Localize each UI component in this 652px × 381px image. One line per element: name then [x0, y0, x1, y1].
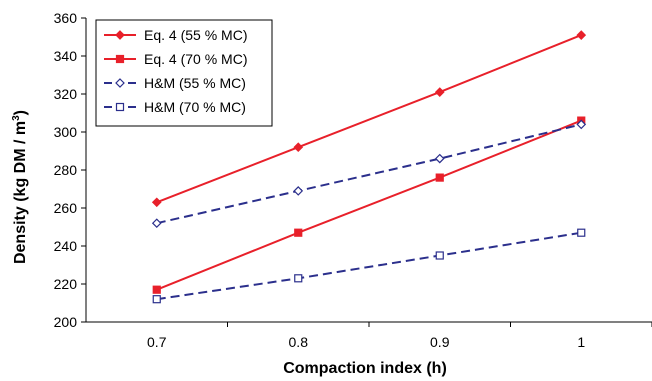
y-axis-title-sup: 3	[11, 115, 22, 121]
series-4	[152, 228, 586, 304]
y-tick-label: 300	[54, 124, 78, 140]
square-marker	[115, 102, 125, 112]
square-marker	[435, 173, 444, 182]
square-marker	[152, 295, 161, 304]
square-marker	[577, 228, 586, 237]
y-tick-label: 280	[54, 162, 78, 178]
series-3	[151, 119, 587, 229]
diamond-marker	[151, 218, 162, 229]
diamond-marker	[434, 87, 445, 97]
x-axis-title: Compaction index (h)	[283, 360, 447, 377]
series-layer	[151, 30, 587, 304]
square-marker	[294, 274, 303, 283]
series-line	[156, 123, 582, 225]
diamond-marker	[576, 30, 587, 40]
series-line	[156, 34, 582, 204]
y-axis-title: Density (kg DM / m3)	[11, 110, 29, 264]
diamond-marker	[293, 142, 304, 153]
diamond-marker	[434, 153, 445, 164]
square-marker	[152, 285, 161, 294]
y-tick-label: 200	[54, 314, 78, 330]
x-tick-label: 0.7	[147, 334, 167, 350]
square-marker	[115, 54, 125, 64]
x-tick-label: 1	[577, 334, 585, 350]
y-axis-title-main: Density (kg DM / m	[12, 121, 29, 264]
series-1	[151, 30, 587, 208]
legend-label: Eq. 4 (55 % MC)	[144, 27, 247, 43]
diamond-marker	[115, 30, 125, 40]
diamond-marker	[115, 78, 125, 88]
square-marker	[435, 251, 444, 260]
diamond-marker	[293, 186, 304, 196]
x-tick-label: 0.8	[289, 334, 309, 350]
legend-label: H&M (70 % MC)	[144, 99, 246, 115]
diamond-marker	[151, 197, 162, 208]
square-marker	[294, 228, 303, 237]
y-tick-label: 340	[54, 48, 78, 64]
y-tick-label: 360	[54, 10, 78, 26]
series-line	[156, 231, 582, 301]
y-tick-label: 220	[54, 276, 78, 292]
y-tick-label: 240	[54, 238, 78, 254]
legend-label: H&M (55 % MC)	[144, 75, 246, 91]
y-tick-label: 320	[54, 86, 78, 102]
legend-label: Eq. 4 (70 % MC)	[144, 51, 247, 67]
legend: Eq. 4 (55 % MC) Eq. 4 (70 % MC) H&M (55 % …	[95, 19, 273, 127]
y-tick-label: 260	[54, 200, 78, 216]
series-line	[156, 119, 582, 291]
diamond-marker	[576, 119, 587, 130]
x-tick-label: 0.9	[430, 334, 450, 350]
axes: 200 220 240 260 280 300 320 340 360 0.7 0.8 0.9 1	[54, 10, 652, 350]
y-axis-title-close: )	[12, 110, 29, 115]
legend-box	[95, 19, 273, 127]
